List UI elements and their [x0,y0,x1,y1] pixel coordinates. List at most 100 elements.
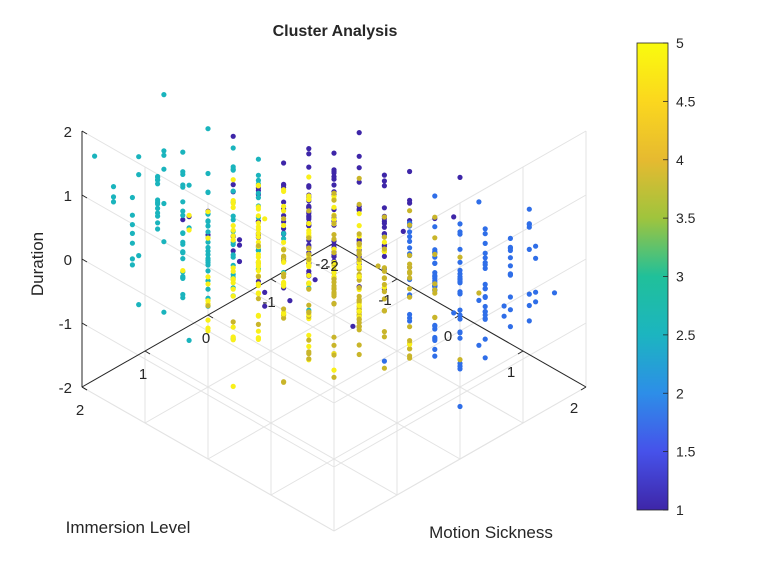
data-point [155,205,161,211]
data-point [180,199,186,205]
data-point [457,254,463,260]
data-point [356,153,362,159]
data-point [230,145,236,151]
data-point [381,296,387,302]
data-point [306,214,312,220]
data-point [281,199,287,205]
data-point [551,290,558,296]
data-point [155,197,161,203]
data-point [180,249,186,255]
data-point [432,235,438,241]
data-point [407,234,413,240]
data-point [407,229,413,235]
data-point [136,172,142,178]
data-point [186,337,192,343]
data-point [407,264,413,270]
data-point [533,255,539,261]
data-point [129,230,135,236]
data-point [129,194,135,201]
data-point [381,183,387,189]
data-point [482,262,488,268]
data-point [230,223,236,229]
data-point [180,212,186,218]
colorbar-gradient [636,42,669,511]
y-tick-mark [270,278,277,283]
data-point [230,237,236,243]
data-point [255,336,261,342]
data-point [457,307,463,313]
data-point [507,235,513,241]
data-point [407,294,413,300]
data-point [526,318,532,324]
data-point [381,329,387,335]
data-point [180,217,186,223]
data-point [526,246,532,252]
data-point [400,228,406,234]
data-point [356,327,362,333]
y-tick-label: -2 [325,258,338,275]
data-point [180,275,186,281]
x-tick-label: 2 [570,400,578,417]
data-point [331,374,337,380]
z-tick-label: -2 [59,380,72,397]
data-point [230,252,236,258]
data-point [306,174,312,180]
data-point [526,291,532,297]
data-point [331,342,337,348]
data-point [407,222,413,228]
data-point [526,221,532,228]
data-point [281,188,287,194]
data-point [180,256,186,262]
data-point [356,316,362,322]
data-point [457,335,463,341]
data-point [306,146,312,152]
data-point [230,213,236,219]
data-point [230,276,236,282]
data-point [356,297,362,303]
data-point [306,272,312,279]
data-point [281,311,287,317]
data-point [205,209,211,215]
data-point [407,252,413,258]
data-point [186,182,192,188]
data-point [136,253,142,259]
data-point [205,328,211,334]
data-point [356,264,362,270]
x-axis-label: Motion Sickness [429,523,553,542]
data-point [350,323,356,329]
data-point [129,222,135,228]
data-point [457,357,463,363]
data-point [306,356,312,362]
data-point [356,179,362,185]
data-point [432,323,438,329]
data-point [482,240,488,246]
data-point [331,276,337,282]
grid-line [270,278,524,424]
data-point [255,213,261,219]
data-point [482,231,488,237]
data-point [356,303,362,309]
data-point [331,270,337,276]
data-point [255,328,261,334]
y-tick-label: 2 [76,402,84,419]
data-point [230,166,236,172]
y-tick-label: -1 [262,294,275,311]
data-point [381,234,387,240]
data-point [356,231,362,237]
data-point [457,403,463,410]
data-point [507,255,513,261]
colorbar: 1 1.5 2 2.5 3 3.5 4 4.5 5 [636,35,696,518]
data-point [205,170,211,177]
data-point [230,324,236,330]
data-point [205,274,211,280]
data-point [281,160,287,166]
data-point [331,289,337,295]
data-point [375,263,381,269]
data-point [306,208,312,214]
data-point [507,324,513,330]
data-point [306,310,312,316]
data-point [255,177,261,183]
data-point [230,268,236,274]
data-point [457,259,463,265]
data-point [205,281,211,287]
